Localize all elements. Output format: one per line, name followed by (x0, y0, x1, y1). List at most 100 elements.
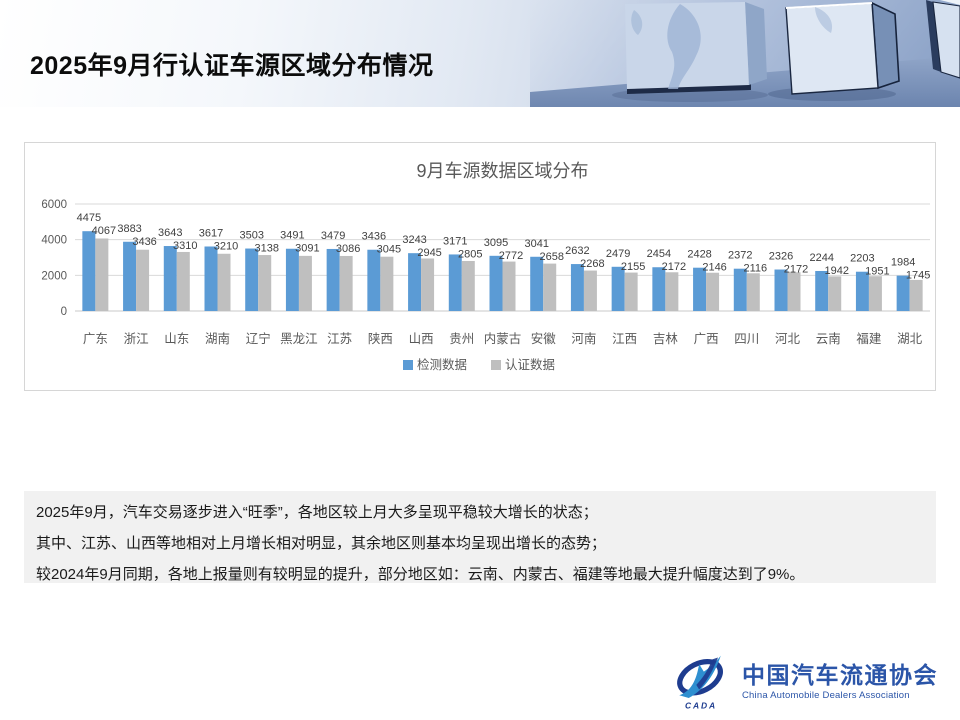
data-label-series2: 3045 (377, 244, 401, 256)
data-label-series2: 3210 (214, 240, 238, 252)
x-category-label: 河南 (571, 331, 596, 346)
x-category-label: 黑龙江 (280, 332, 318, 346)
data-label-series1: 2428 (687, 249, 711, 261)
legend-swatch (403, 360, 413, 370)
data-label-series2: 3138 (254, 243, 278, 255)
bar-series2 (706, 272, 720, 311)
globe-cubes-decoration-icon (530, 0, 960, 107)
data-label-series1: 1984 (891, 257, 915, 269)
bar-series1 (855, 271, 869, 311)
data-label-series1: 2479 (606, 248, 630, 260)
bar-series1 (530, 256, 544, 311)
data-label-series2: 3086 (336, 243, 360, 255)
bar-series1 (285, 248, 299, 311)
data-label-series2: 2146 (702, 262, 726, 274)
data-label-series2: 2945 (417, 247, 441, 259)
summary-line: 2025年9月，汽车交易逐步进入“旺季”，各地区较上月大多呈现平稳较大增长的状态… (36, 504, 598, 521)
bar-series2 (909, 279, 923, 311)
emblem-swoosh (679, 655, 721, 699)
data-label-series2: 2172 (784, 264, 808, 276)
data-label-series2: 1745 (906, 270, 930, 282)
y-tick-label: 6000 (41, 199, 67, 211)
data-label-series2: 1951 (865, 266, 889, 278)
data-label-series1: 3041 (524, 238, 548, 250)
data-label-series1: 2244 (809, 252, 833, 264)
data-label-series1: 3095 (484, 237, 508, 249)
data-label-series1: 4475 (77, 212, 101, 224)
data-label-series2: 3436 (132, 236, 156, 248)
x-category-label: 河北 (775, 332, 801, 346)
bar-series2 (828, 276, 842, 311)
bar-series1 (774, 269, 788, 311)
data-label-series2: 3310 (173, 240, 197, 252)
data-label-series1: 3617 (199, 227, 223, 239)
data-label-series1: 3171 (443, 235, 467, 247)
bar-series2 (421, 258, 435, 311)
bar-series1 (82, 231, 96, 311)
bar-series1 (123, 241, 137, 311)
bar-series2 (543, 263, 557, 311)
bar-series2 (258, 255, 272, 311)
x-category-label: 福建 (856, 331, 882, 346)
x-category-label: 安徽 (531, 331, 557, 346)
bar-series2 (298, 255, 312, 311)
cada-emblem-icon: CADA (677, 655, 723, 710)
bar-series1 (489, 255, 503, 311)
chart-title: 9月车源数据区域分布 (416, 161, 588, 181)
logo-en-name: China Automobile Dealers Association (742, 690, 910, 702)
bar-series1 (163, 246, 177, 311)
bar-series2 (583, 270, 597, 311)
summary-box: 2025年9月，汽车交易逐步进入“旺季”，各地区较上月大多呈现平稳较大增长的状态… (24, 491, 936, 583)
page-title: 2025年9月行认证车源区域分布情况 (30, 52, 434, 80)
data-label-series1: 2326 (769, 251, 793, 263)
map-blob (631, 10, 643, 35)
data-label-series2: 2268 (580, 258, 604, 270)
emblem-ring (677, 659, 723, 696)
y-tick-label: 4000 (41, 235, 67, 247)
x-category-label: 山西 (409, 332, 434, 346)
slide-header: 2025年9月行认证车源区域分布情况 (0, 0, 960, 107)
bar-series2 (95, 238, 109, 311)
data-label-series1: 3643 (158, 227, 182, 239)
x-category-label: 江西 (612, 332, 637, 346)
x-category-label: 湖北 (897, 331, 923, 346)
bar-series1 (693, 267, 707, 311)
bar-series2 (461, 260, 475, 311)
emblem-swoosh-dark (696, 657, 718, 690)
bar-series2 (380, 256, 394, 311)
bar-series2 (665, 272, 679, 311)
bar-series2 (787, 272, 801, 311)
x-category-label: 陕西 (368, 331, 393, 346)
bar-series1 (204, 246, 218, 311)
x-category-label: 山东 (164, 332, 189, 346)
chart-card: 9月车源数据区域分布 0 2000 4000 6000 4475 4067 广东 3883 343… (24, 142, 936, 391)
legend-label: 认证数据 (505, 357, 555, 372)
y-tick-label: 0 (61, 306, 67, 318)
map-blob (815, 7, 833, 33)
cube-top-sliver (940, 0, 960, 5)
data-label-series1: 2454 (647, 248, 671, 260)
legend-label: 检测数据 (417, 357, 467, 372)
data-label-series2: 1942 (824, 265, 848, 277)
data-label-series2: 2772 (499, 250, 523, 262)
bar-series2 (339, 255, 353, 311)
cube-face (932, 1, 960, 79)
bar-chart: 9月车源数据区域分布020004000600044754067广东3883343… (41, 161, 930, 372)
data-label-series1: 3503 (239, 230, 263, 242)
data-label-series1: 3243 (402, 234, 426, 246)
map-south-america (667, 4, 701, 89)
bar-series1 (448, 254, 462, 311)
x-category-label: 江苏 (327, 331, 352, 346)
bar-series2 (136, 249, 150, 311)
bar-series2 (868, 276, 882, 311)
data-label-series1: 3491 (280, 230, 304, 242)
y-tick-label: 2000 (41, 270, 67, 282)
logo-text: 中国汽车流通协会 China Automobile Dealers Associ… (742, 663, 938, 701)
data-label-series1: 3479 (321, 230, 345, 242)
cada-wordmark: CADA (685, 700, 717, 710)
bar-series1 (652, 267, 666, 311)
bar-series2 (624, 272, 638, 311)
bar-series1 (408, 253, 422, 311)
data-label-series1: 2372 (728, 250, 752, 262)
cube-face (785, 2, 879, 95)
